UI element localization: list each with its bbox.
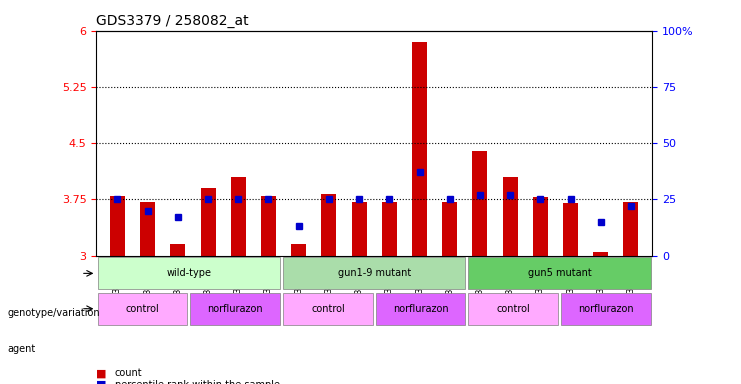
FancyBboxPatch shape [468,257,651,289]
Bar [230,177,246,256]
FancyBboxPatch shape [98,257,280,289]
Text: control: control [311,304,345,314]
Text: norflurazon: norflurazon [207,304,263,314]
Bar [170,245,185,256]
Bar [351,202,367,256]
FancyBboxPatch shape [376,293,465,324]
FancyBboxPatch shape [283,257,465,289]
FancyBboxPatch shape [468,293,558,324]
Text: norflurazon: norflurazon [393,304,448,314]
Text: ■: ■ [96,368,107,378]
FancyBboxPatch shape [190,293,280,324]
Bar [291,245,306,256]
Text: wild-type: wild-type [167,268,211,278]
Bar [201,188,216,256]
Bar [623,202,639,256]
Bar [110,196,125,256]
Bar [261,196,276,256]
Text: genotype/variation: genotype/variation [7,308,100,318]
Text: GDS3379 / 258082_at: GDS3379 / 258082_at [96,14,249,28]
Bar [412,42,427,256]
FancyBboxPatch shape [561,293,651,324]
Bar [322,194,336,256]
Bar [594,252,608,256]
Text: control: control [496,304,530,314]
FancyBboxPatch shape [283,293,373,324]
Bar [563,203,578,256]
Bar [472,151,488,256]
Bar [533,197,548,256]
Text: agent: agent [7,344,36,354]
Bar [140,202,155,256]
Text: norflurazon: norflurazon [578,304,634,314]
Text: control: control [126,304,159,314]
Bar [382,202,397,256]
Bar [502,177,518,256]
Bar [442,202,457,256]
Text: gun1-9 mutant: gun1-9 mutant [338,268,411,278]
Text: count: count [115,368,142,378]
FancyBboxPatch shape [98,293,187,324]
Text: percentile rank within the sample: percentile rank within the sample [115,380,280,384]
Text: ■: ■ [96,380,107,384]
Text: gun5 mutant: gun5 mutant [528,268,591,278]
